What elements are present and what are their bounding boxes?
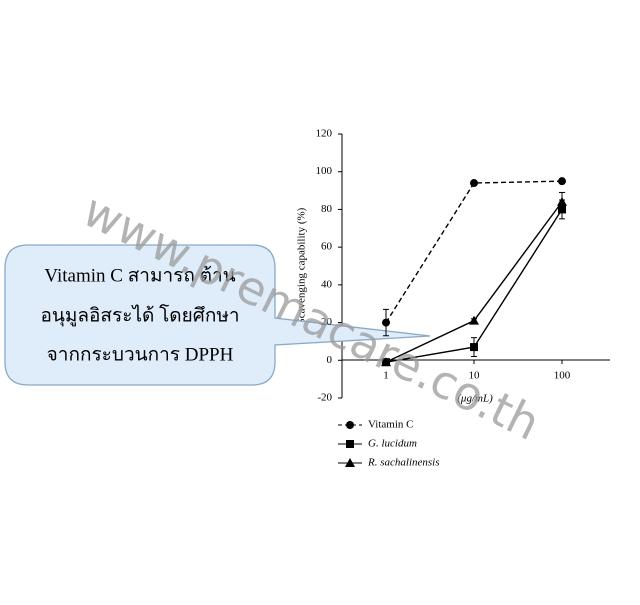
- y-tick-label: 0: [327, 354, 333, 366]
- x-axis-label: (μg/mL): [457, 393, 493, 405]
- y-tick-label: 20: [321, 316, 333, 328]
- callout: Vitamin C สามารถ ต้าน อนุมูลอิสระได้ โดย…: [4, 244, 431, 386]
- callout-box: [4, 244, 431, 386]
- marker: [470, 179, 478, 188]
- legend-label: R. sachalinensis: [367, 457, 440, 469]
- marker: [469, 315, 479, 325]
- marker: [558, 177, 566, 186]
- legend-marker: [345, 458, 355, 467]
- y-tick-label: 60: [321, 241, 333, 253]
- y-tick-label: 80: [321, 203, 333, 215]
- legend-label: Vitamin C: [368, 419, 413, 431]
- y-tick-label: 120: [316, 128, 333, 140]
- y-axis-label: Scavenging capability (%): [296, 207, 308, 324]
- y-tick-label: 100: [316, 165, 333, 177]
- legend-marker: [346, 421, 354, 429]
- marker: [382, 318, 390, 327]
- callout-line: อนุมูลอิสระได้ โดยศึกษา: [40, 303, 239, 327]
- marker: [381, 357, 391, 367]
- callout-line: จากกระบวนการ DPPH: [47, 344, 234, 365]
- x-tick-label: 100: [554, 370, 571, 382]
- y-tick-label: -20: [317, 392, 332, 404]
- x-tick-label: 1: [383, 370, 389, 382]
- legend-label: G. lucidum: [368, 438, 417, 450]
- callout-line: Vitamin C สามารถ ต้าน: [44, 265, 235, 286]
- y-tick-label: 40: [321, 278, 333, 290]
- x-tick-label: 10: [469, 370, 481, 382]
- marker: [557, 196, 567, 206]
- marker: [470, 343, 478, 352]
- legend-marker: [346, 440, 354, 448]
